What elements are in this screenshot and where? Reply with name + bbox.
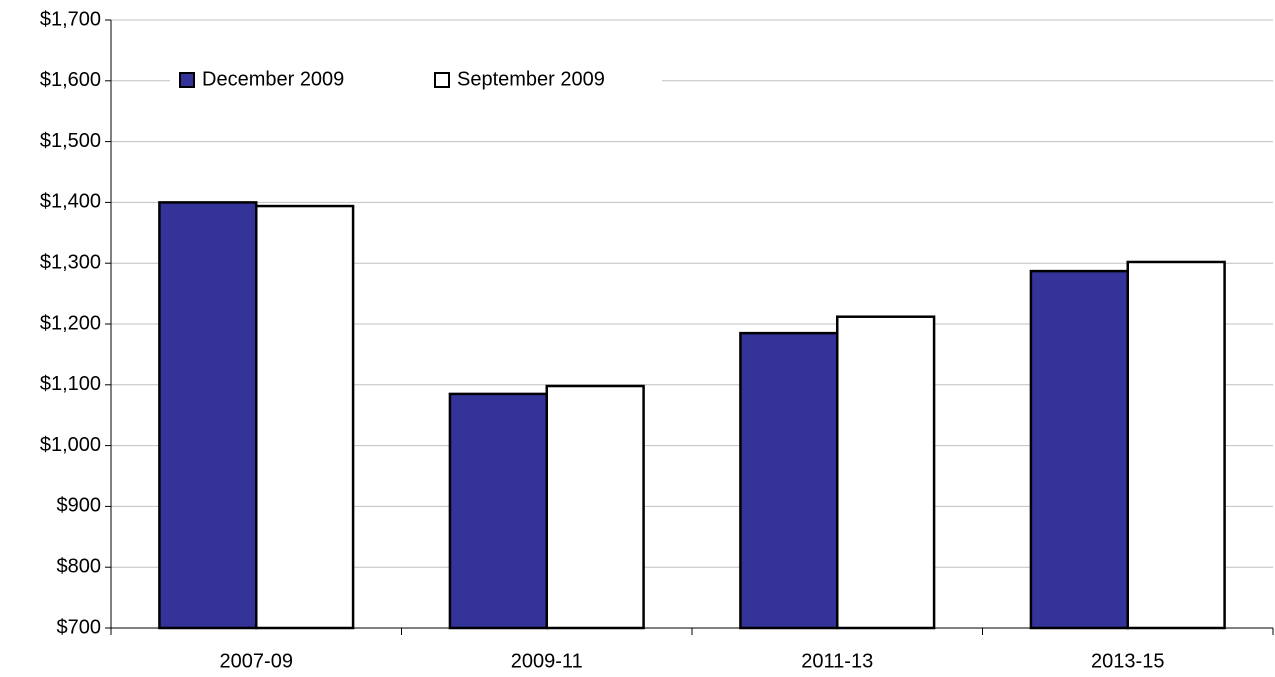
y-tick-label: $1,700 <box>40 8 101 30</box>
bar <box>1029 269 1129 630</box>
y-tick-label: $700 <box>57 616 102 638</box>
legend-swatch <box>179 72 195 88</box>
x-tick-label: 2009-11 <box>511 650 583 672</box>
x-tick-label: 2007-09 <box>220 650 293 672</box>
bar <box>448 392 548 630</box>
bar <box>1126 260 1226 630</box>
bar <box>255 204 355 630</box>
bar <box>158 201 258 630</box>
legend-label: September 2009 <box>457 68 605 90</box>
legend: December 2009 September 2009 <box>170 64 662 96</box>
y-tick-label: $1,300 <box>40 251 101 273</box>
y-tick-label: $1,000 <box>40 434 101 456</box>
legend-label: December 2009 <box>202 68 344 90</box>
bar <box>836 315 936 630</box>
x-tick-label: 2011-13 <box>801 650 873 672</box>
y-tick-label: $1,100 <box>40 373 101 395</box>
y-tick-label: $800 <box>57 555 102 577</box>
y-tick-label: $1,500 <box>40 130 101 152</box>
bar <box>739 331 839 630</box>
x-tick-label: 2013-15 <box>1091 650 1164 672</box>
legend-background <box>170 64 662 96</box>
y-tick-label: $1,600 <box>40 69 101 91</box>
y-tick-label: $900 <box>57 495 102 517</box>
legend-swatch <box>434 72 450 88</box>
bar <box>545 384 645 630</box>
y-tick-label: $1,200 <box>40 312 101 334</box>
y-tick-label: $1,400 <box>40 191 101 213</box>
